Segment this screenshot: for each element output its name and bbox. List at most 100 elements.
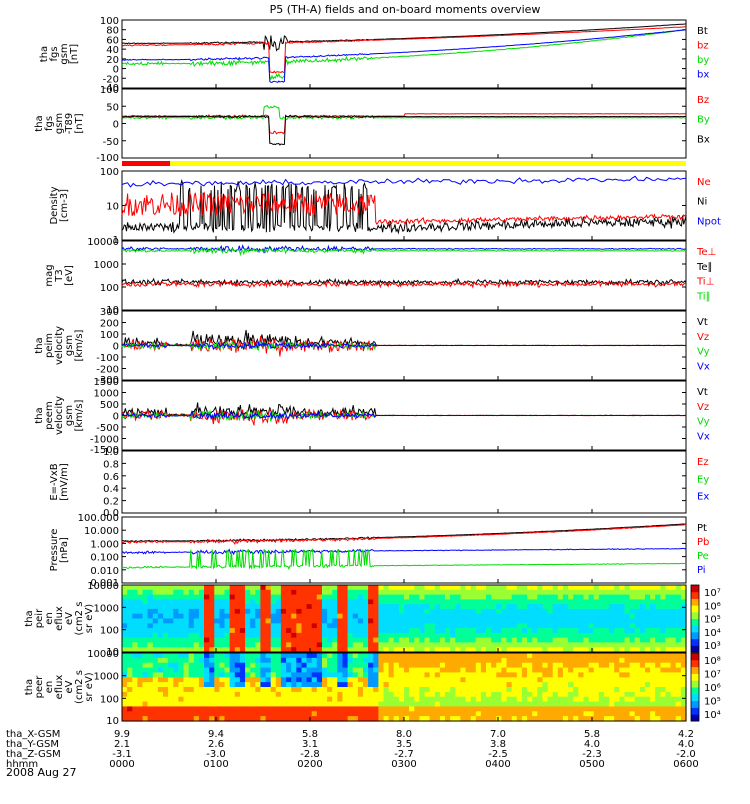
y-tick-label: -50 [103, 137, 119, 148]
legend-entry: Ti⊥ [696, 277, 714, 288]
x-axis-row-name: tha_X-GSM [6, 729, 60, 740]
x-tick-label: 5.8 [584, 729, 600, 740]
legend-entry: Bx [697, 134, 710, 145]
legend-entry: Te∥ [696, 262, 713, 273]
y-tick-label: 10.000 [84, 526, 119, 537]
y-axis-label: fgs [44, 116, 55, 131]
vx-line [121, 410, 686, 421]
y-tick-label: 20 [106, 55, 119, 66]
y-tick-label: 0 [113, 412, 119, 423]
y-axis-label: velocity [54, 396, 65, 435]
x-tick-label: 0200 [297, 759, 322, 770]
x-tick-label: 2.6 [208, 739, 224, 750]
y-tick-label: 10000 [87, 649, 119, 660]
y-tick-label: 100 [100, 283, 119, 294]
legend-entry: Vx [697, 431, 710, 442]
ti-perp-line [121, 279, 687, 289]
y-tick-label: -40 [103, 83, 119, 94]
y-tick-label: -500 [96, 423, 119, 434]
peer_spec-image [122, 653, 687, 722]
panel-fgs_t89: 100 50 0 -50 -100 tha fgs gsm -T89 [nT] Bz By Bx [34, 85, 710, 166]
y-axis-label: [eV] [64, 265, 75, 286]
x-tick-label: -2.5 [488, 749, 508, 760]
y-axis-label: [nPa] [59, 537, 70, 563]
y-tick-label: 1000 [94, 603, 119, 614]
x-tick-label: 9.4 [208, 729, 224, 740]
bz-line [121, 26, 687, 74]
y-axis-label: peem [44, 401, 55, 429]
x-tick-label: 2.1 [114, 739, 130, 750]
y-tick-label: 1.0 [103, 447, 119, 458]
y-axis-label: [cm-3] [59, 189, 70, 222]
y-axis-label: Density [49, 186, 60, 224]
y-axis-label: eV [64, 612, 75, 625]
y-tick-label: 0.010 [90, 566, 119, 577]
y-tick-label: 0.001 [90, 578, 119, 589]
colorbar-tick-label: 10³ [704, 641, 721, 652]
colorbar-tick-label: 10⁸ [704, 656, 721, 667]
y-tick-label: 1000 [94, 389, 119, 400]
y-tick-label: 100 [100, 167, 119, 178]
y-tick-label: 100 [100, 626, 119, 637]
legend-entry: Bz [697, 95, 709, 106]
panel-frame [121, 19, 687, 89]
x-tick-label: -2.7 [394, 749, 414, 760]
y-axis-label: tha [34, 115, 45, 131]
y-tick-label: 1.000 [90, 539, 119, 550]
y-axis-label: Pressure [49, 529, 60, 572]
npot-line [121, 175, 687, 188]
colorbar-tick-label: 10⁶ [704, 683, 721, 694]
y-axis-label: (cm2 s [74, 670, 85, 704]
legend-entry: Ti∥ [696, 291, 711, 302]
x-axis-row-name: tha_Z-GSM [6, 749, 61, 760]
legend-entry: Vz [697, 332, 709, 343]
panel-density: 100 10 1 Density [cm-3] Ne Ni Npot [49, 167, 721, 246]
y-axis-label: gsm [54, 113, 65, 134]
y-tick-label: 10 [106, 647, 119, 658]
panel-peir_spec: 10⁷ 10⁶ 10⁵ 10⁴ 10³ 10000 1000 100 10 tha peir en ef… [24, 581, 721, 658]
colorbar-tick-label: 10⁷ [704, 670, 721, 681]
x-tick-label: 0500 [579, 759, 604, 770]
legend-entry: Vt [697, 387, 708, 398]
pb-line [121, 524, 686, 546]
y-axis-label: sr eV) [84, 672, 95, 701]
y-axis-label: en [44, 681, 55, 694]
y-axis-label: eV [64, 680, 75, 693]
y-axis-label: tha [34, 407, 45, 423]
legend-entry: Vx [697, 361, 710, 372]
by-line [121, 29, 687, 81]
pe-line [121, 548, 687, 571]
x-tick-label: -2.8 [300, 749, 320, 760]
y-tick-label: 300 [100, 307, 119, 318]
x-axis-row-name: tha_Y-GSM [6, 739, 59, 750]
x-tick-label: 3.5 [396, 739, 412, 750]
legend-entry: Te⊥ [696, 247, 716, 258]
y-axis-label: tha [24, 610, 35, 626]
y-axis-label: [km/s] [74, 399, 85, 431]
x-tick-label: -3.0 [206, 749, 226, 760]
legend-entry: Pe [697, 551, 709, 562]
y-axis-label: (cm2 s [74, 602, 85, 636]
y-tick-label: 0.0 [103, 508, 119, 519]
y-axis-label: E=-VxB [49, 463, 60, 500]
x-tick-label: 0300 [391, 759, 416, 770]
vx-line [121, 340, 686, 352]
pt-line [122, 523, 687, 543]
y-tick-label: 60 [106, 35, 119, 46]
legend-entry: Pi [697, 565, 706, 576]
y-axis-label: gsm [64, 405, 75, 426]
legend-entry: Ne [697, 177, 711, 188]
x-tick-label: -2.0 [676, 749, 696, 760]
ne-line [121, 191, 687, 226]
x-tick-label: 0100 [203, 759, 228, 770]
y-tick-label: -1500 [90, 445, 119, 456]
y-tick-label: 0 [113, 342, 119, 353]
plot-title: P5 (TH-A) fields and on-board moments ov… [270, 3, 541, 16]
x-tick-label: 3.8 [490, 739, 506, 750]
x-tick-label: 4.2 [678, 729, 694, 740]
by-t89-line [121, 105, 687, 121]
legend-entry: Pb [697, 537, 709, 548]
legend-entry: Pt [697, 523, 707, 534]
